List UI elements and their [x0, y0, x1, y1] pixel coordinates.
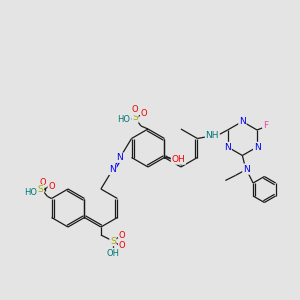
Text: HO: HO	[24, 188, 37, 197]
Text: N: N	[224, 142, 231, 152]
Text: N: N	[243, 165, 250, 174]
Text: HO: HO	[118, 116, 130, 124]
Text: NH: NH	[206, 131, 219, 140]
Text: O: O	[118, 242, 125, 250]
Text: O: O	[118, 232, 125, 241]
Text: N: N	[116, 153, 123, 162]
Text: N: N	[254, 142, 260, 152]
Text: S: S	[132, 113, 138, 122]
Text: F: F	[263, 122, 268, 130]
Text: O: O	[39, 178, 46, 187]
Text: S: S	[110, 236, 116, 245]
Text: OH: OH	[172, 155, 185, 164]
Text: O: O	[132, 106, 138, 115]
Text: N: N	[109, 165, 116, 174]
Text: OH: OH	[106, 248, 119, 257]
Text: N: N	[239, 117, 246, 126]
Text: O: O	[48, 182, 55, 191]
Text: S: S	[38, 185, 43, 194]
Text: O: O	[141, 110, 147, 118]
